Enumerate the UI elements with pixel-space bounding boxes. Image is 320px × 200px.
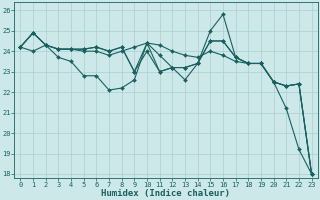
- X-axis label: Humidex (Indice chaleur): Humidex (Indice chaleur): [101, 189, 230, 198]
